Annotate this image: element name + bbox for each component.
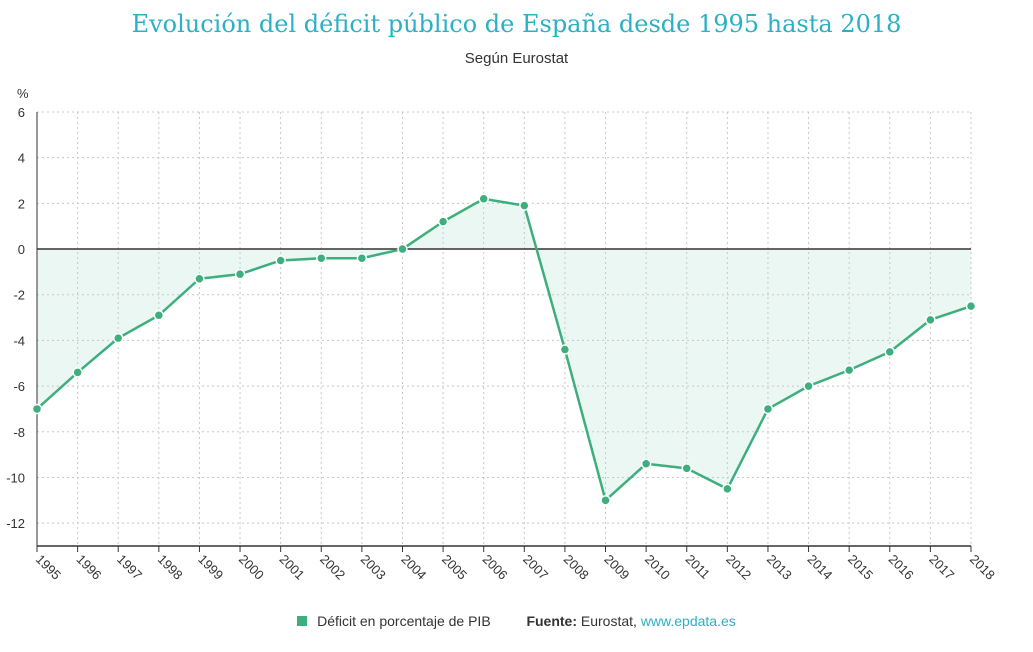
x-tick-label: 2011: [683, 552, 713, 582]
chart-footer: Déficit en porcentaje de PIB Fuente: Eur…: [0, 613, 1033, 629]
y-tick-label: 0: [18, 242, 25, 257]
y-tick-label: -12: [6, 516, 25, 531]
data-point[interactable]: [194, 273, 205, 284]
series-line: [36, 197, 972, 502]
chart-subtitle: Según Eurostat: [464, 50, 569, 67]
x-tick-label: 2003: [358, 552, 389, 583]
x-tick-label: 2002: [317, 552, 348, 583]
data-point[interactable]: [397, 243, 408, 255]
data-point[interactable]: [31, 403, 43, 415]
y-tick-label: -6: [13, 379, 25, 394]
data-point[interactable]: [234, 268, 246, 280]
data-point[interactable]: [72, 367, 83, 378]
data-point[interactable]: [965, 300, 977, 312]
source-link[interactable]: www.epdata.es: [640, 613, 736, 629]
x-tick-label: 1996: [73, 552, 104, 583]
data-point[interactable]: [843, 364, 855, 376]
data-point[interactable]: [275, 255, 286, 266]
data-point[interactable]: [803, 380, 814, 392]
x-tick-label: 2013: [764, 552, 795, 583]
x-tick-label: 1998: [155, 552, 186, 583]
x-tick-label: 2007: [520, 552, 551, 583]
y-tick-label: 2: [18, 196, 25, 211]
data-point[interactable]: [316, 252, 327, 264]
data-point[interactable]: [722, 483, 733, 495]
legend-label[interactable]: Déficit en porcentaje de PIB: [317, 613, 491, 629]
x-tick-label: 2009: [601, 552, 632, 583]
source-text: Eurostat,: [580, 613, 637, 629]
y-axis-label: %: [17, 86, 29, 101]
x-tick-label: 2017: [926, 552, 957, 583]
data-point[interactable]: [600, 495, 611, 506]
y-tick-label: 6: [18, 105, 25, 120]
x-tick-label: 2010: [642, 552, 673, 583]
data-point[interactable]: [153, 310, 165, 321]
legend-swatch: [297, 616, 308, 626]
data-point[interactable]: [884, 346, 896, 358]
x-tick-label: 2000: [236, 552, 267, 583]
data-point[interactable]: [640, 458, 652, 470]
x-tick-label: 2012: [723, 552, 754, 583]
data-point[interactable]: [925, 314, 936, 326]
x-tick-label: 2008: [561, 552, 592, 583]
x-tick-label: 1997: [114, 552, 145, 583]
source-label: Fuente:: [526, 613, 577, 629]
data-point[interactable]: [559, 344, 571, 355]
y-tick-label: 4: [18, 151, 25, 166]
x-tick-label: 2001: [277, 552, 308, 583]
data-point[interactable]: [762, 403, 774, 415]
data-point[interactable]: [478, 193, 489, 205]
data-point[interactable]: [112, 332, 124, 344]
y-tick-label: -10: [6, 470, 25, 485]
x-tick-label: 1995: [33, 552, 64, 583]
x-tick-label: 1999: [195, 552, 226, 583]
y-tick-label: -4: [13, 333, 25, 348]
chart-title: Evolución del déficit público de España …: [131, 10, 902, 38]
x-tick-label: 2015: [845, 552, 876, 583]
y-tick-label: -2: [13, 288, 25, 303]
data-point[interactable]: [681, 463, 692, 474]
x-tick-label: 2005: [439, 552, 470, 583]
x-tick-label: 2016: [886, 552, 917, 583]
data-point[interactable]: [519, 200, 530, 211]
data-point[interactable]: [356, 252, 368, 264]
data-point[interactable]: [437, 216, 449, 227]
x-tick-label: 2004: [398, 552, 429, 583]
x-tick-label: 2018: [967, 552, 998, 583]
y-tick-label: -8: [13, 425, 25, 440]
x-tick-label: 2014: [804, 552, 835, 583]
series-area: [37, 198, 971, 501]
x-tick-label: 2006: [480, 552, 511, 583]
